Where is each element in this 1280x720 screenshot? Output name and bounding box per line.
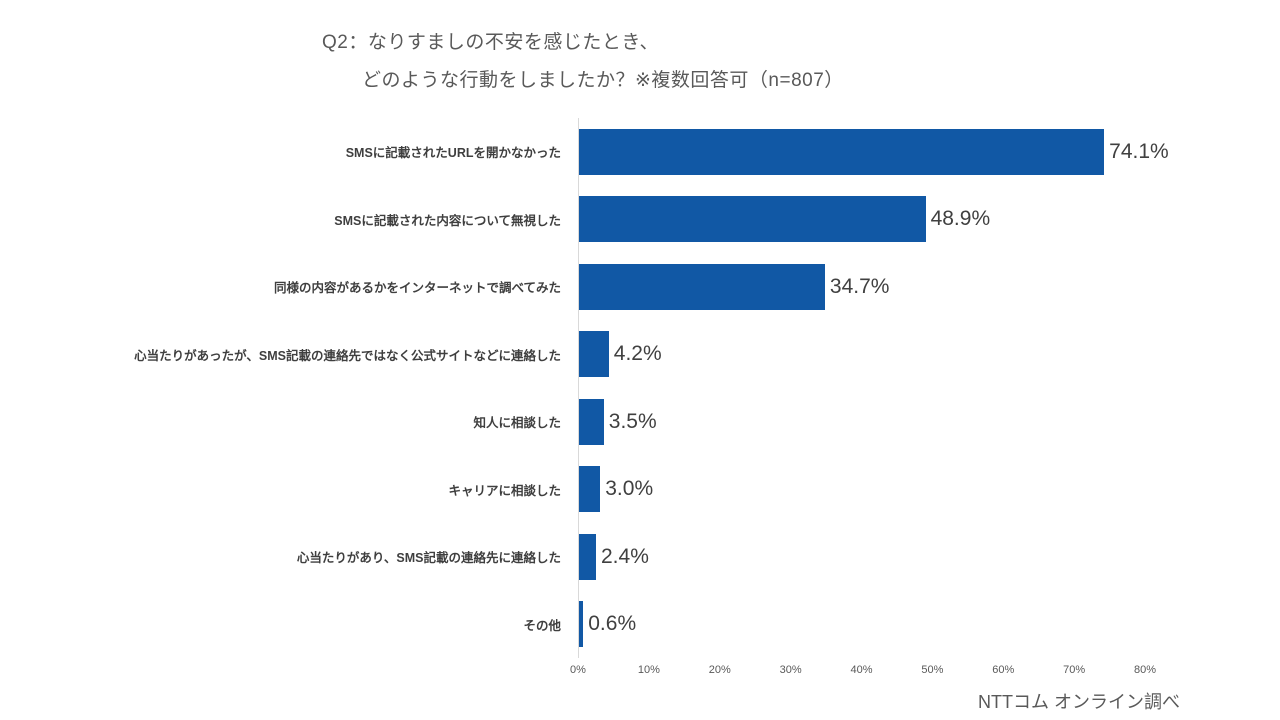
bar [579, 196, 926, 243]
bar-row: 心当たりがあり、SMS記載の連絡先に連絡した 2.4% [0, 523, 1280, 591]
x-axis-tick-label: 60% [992, 664, 1015, 676]
bar-value-label: 74.1% [1109, 139, 1169, 163]
bar-row: その他 0.6% [0, 591, 1280, 659]
bar [579, 601, 584, 648]
bar-row: SMSに記載された内容について無視した 48.9% [0, 186, 1280, 254]
bar [579, 466, 601, 513]
bar-chart: SMSに記載されたURLを開かなかった 74.1% SMSに記載された内容について無… [0, 118, 1280, 658]
bar-category-label: 同様の内容があるかをインターネットで調べてみた [273, 281, 561, 296]
bar [579, 533, 596, 580]
x-axis-tick-label: 70% [1063, 664, 1086, 676]
x-axis-tick-label: 80% [1133, 664, 1157, 676]
bar-category-label: SMSに記載された内容について無視した [334, 213, 561, 228]
y-axis-line [578, 118, 579, 658]
bar-category-label: 知人に相談した [473, 416, 561, 431]
x-axis-tick-label: 10% [637, 664, 660, 676]
chart-title-line-2: どのような行動をしましたか？※複数回答可（n=807） [362, 70, 844, 91]
bar-row: 同様の内容があるかをインターネットで調べてみた 34.7% [0, 253, 1280, 321]
x-axis-tick-label: 0% [570, 664, 586, 676]
bar-category-label: キャリアに相談した [448, 483, 561, 498]
chart-title-line-1: Q2：なりすましの不安を感じたとき、 [322, 32, 660, 53]
bar-row: 心当たりがあったが、SMS記載の連絡先ではなく公式サイトなどに連絡した 4.2% [0, 321, 1280, 389]
bar-row: 知人に相談した 3.5% [0, 388, 1280, 456]
bar-value-label: 48.9% [930, 207, 991, 231]
bar-value-label: 3.0% [605, 477, 654, 501]
bar-value-label: 2.4% [601, 544, 649, 568]
bar-category-label: 心当たりがあり、SMS記載の連絡先に連絡した [296, 551, 561, 566]
source-note: NTTコム オンライン調べ [978, 692, 1180, 712]
bar-value-label: 0.6% [588, 612, 637, 636]
x-axis-tick-label: 50% [921, 664, 944, 676]
bar-category-label: その他 [523, 618, 561, 633]
x-axis: 0% 10% 20% 30% 40% 50% 60% 70% 80% [570, 664, 1156, 680]
bar-row: キャリアに相談した 3.0% [0, 456, 1280, 524]
bar [579, 331, 609, 378]
bar [579, 263, 825, 310]
bar [579, 398, 604, 445]
bar-value-label: 4.2% [613, 342, 662, 366]
bar-row: SMSに記載されたURLを開かなかった 74.1% [0, 118, 1280, 186]
bar-category-label: SMSに記載されたURLを開かなかった [345, 146, 561, 161]
bar-value-label: 3.5% [608, 409, 657, 433]
bar-value-label: 34.7% [829, 274, 890, 298]
x-axis-tick-label: 30% [779, 664, 802, 676]
x-axis-tick-label: 20% [708, 664, 731, 676]
bar [579, 128, 1105, 175]
bar-category-label: 心当たりがあったが、SMS記載の連絡先ではなく公式サイトなどに連絡した [134, 348, 561, 363]
x-axis-tick-label: 40% [850, 664, 873, 676]
